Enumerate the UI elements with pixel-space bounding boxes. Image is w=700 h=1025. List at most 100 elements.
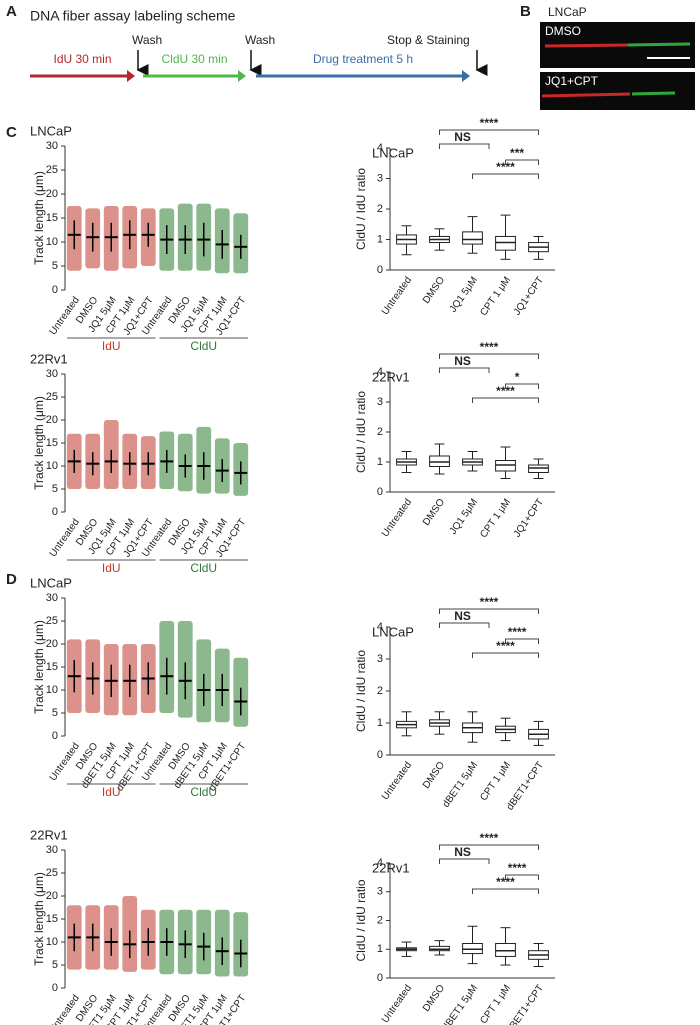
bracket bbox=[472, 652, 539, 658]
y-tick-label: 2 bbox=[377, 203, 383, 215]
y-tick-label: 0 bbox=[52, 506, 58, 518]
bracket bbox=[439, 608, 539, 614]
significance: **** bbox=[496, 639, 515, 653]
group-label: IdU bbox=[102, 561, 121, 575]
bracket bbox=[472, 397, 539, 403]
y-tick-label: 2 bbox=[377, 914, 383, 926]
significance: NS bbox=[454, 609, 471, 623]
significance: NS bbox=[454, 130, 471, 144]
y-tick-label: 30 bbox=[46, 368, 58, 380]
y-tick-label: 0 bbox=[377, 264, 383, 276]
y-tick-label: 4 bbox=[377, 142, 383, 154]
micrograph-title: LNCaP bbox=[548, 5, 587, 19]
y-tick-label: 2 bbox=[377, 685, 383, 697]
x-tick-label: DMSO bbox=[421, 983, 447, 1014]
significance: **** bbox=[508, 625, 527, 639]
chart-title: 22Rv1 bbox=[30, 827, 68, 842]
group-label: IdU bbox=[102, 785, 121, 799]
y-tick-label: 0 bbox=[52, 284, 58, 296]
bracket bbox=[439, 844, 539, 850]
y-tick-label: 15 bbox=[46, 913, 58, 925]
y-tick-label: 1 bbox=[377, 233, 383, 245]
x-tick-label: Untreated bbox=[380, 275, 414, 317]
bracket bbox=[439, 622, 490, 628]
y-tick-label: 5 bbox=[52, 483, 58, 495]
bracket bbox=[505, 874, 539, 880]
group-label: IdU bbox=[102, 339, 121, 353]
significance: NS bbox=[454, 845, 471, 859]
significance: **** bbox=[480, 116, 499, 130]
group-label: CldU bbox=[190, 785, 217, 799]
fiber bbox=[631, 91, 676, 96]
event-label: Stop & Staining bbox=[387, 33, 470, 47]
y-tick-label: 20 bbox=[46, 638, 58, 650]
y-tick-label: 30 bbox=[46, 844, 58, 856]
y-tick-label: 0 bbox=[377, 486, 383, 498]
y-axis-label: Track length (μm) bbox=[32, 872, 46, 966]
y-tick-label: 15 bbox=[46, 212, 58, 224]
y-tick-label: 25 bbox=[46, 867, 58, 879]
significance: * bbox=[515, 370, 520, 384]
x-tick-label: CPT 1 μM bbox=[478, 983, 513, 1025]
significance: **** bbox=[480, 340, 499, 354]
y-axis-label: Track length (μm) bbox=[32, 396, 46, 490]
event-label: Wash bbox=[245, 33, 275, 47]
y-axis-label: CldU / IdU ratio bbox=[354, 879, 368, 961]
y-tick-label: 4 bbox=[377, 366, 383, 378]
x-tick-label: JQ1 5μM bbox=[448, 275, 480, 315]
chart-title: 22Rv1 bbox=[372, 369, 410, 384]
significance: **** bbox=[496, 875, 515, 889]
bracket bbox=[439, 858, 490, 864]
y-tick-label: 3 bbox=[377, 886, 383, 898]
y-tick-label: 20 bbox=[46, 414, 58, 426]
micrograph bbox=[540, 72, 695, 110]
fiber bbox=[627, 42, 691, 47]
image-label: JQ1+CPT bbox=[545, 74, 599, 88]
y-tick-label: 0 bbox=[52, 730, 58, 742]
y-tick-label: 2 bbox=[377, 426, 383, 438]
y-tick-label: 10 bbox=[46, 460, 58, 472]
y-tick-label: 3 bbox=[377, 653, 383, 665]
x-tick-label: DMSO bbox=[421, 497, 447, 528]
y-tick-label: 4 bbox=[377, 621, 383, 633]
x-tick-label: DMSO bbox=[421, 760, 447, 791]
y-tick-label: 30 bbox=[46, 592, 58, 604]
bracket bbox=[439, 367, 490, 373]
y-tick-label: 0 bbox=[52, 982, 58, 994]
step-label: CldU 30 min bbox=[161, 52, 227, 66]
significance: **** bbox=[480, 595, 499, 609]
chart-title: LNCaP bbox=[30, 575, 72, 590]
x-tick-label: dBET1 5μM bbox=[441, 760, 480, 810]
group-label: CldU bbox=[190, 339, 217, 353]
y-tick-label: 15 bbox=[46, 437, 58, 449]
x-tick-label: DMSO bbox=[421, 275, 447, 306]
y-tick-label: 0 bbox=[377, 749, 383, 761]
y-tick-label: 1 bbox=[377, 717, 383, 729]
chart-title: 22Rv1 bbox=[30, 351, 68, 366]
panel-label: D bbox=[6, 571, 17, 588]
y-axis-label: Track length (μm) bbox=[32, 171, 46, 265]
x-tick-label: Untreated bbox=[380, 497, 414, 539]
panel-label: C bbox=[6, 124, 17, 141]
y-tick-label: 30 bbox=[46, 140, 58, 152]
group-label: CldU bbox=[190, 561, 217, 575]
y-tick-label: 25 bbox=[46, 164, 58, 176]
y-tick-label: 1 bbox=[377, 456, 383, 468]
y-tick-label: 25 bbox=[46, 615, 58, 627]
y-tick-label: 20 bbox=[46, 890, 58, 902]
x-tick-label: JQ1+CPT bbox=[512, 497, 546, 540]
y-tick-label: 3 bbox=[377, 172, 383, 184]
significance: **** bbox=[480, 831, 499, 845]
chart-title: LNCaP bbox=[372, 624, 414, 639]
y-tick-label: 5 bbox=[52, 707, 58, 719]
chart-title: 22Rv1 bbox=[372, 860, 410, 875]
x-tick-label: CPT 1 μM bbox=[478, 497, 513, 540]
y-tick-label: 25 bbox=[46, 391, 58, 403]
y-axis-label: CldU / IdU ratio bbox=[354, 391, 368, 473]
x-tick-label: CPT 1 μM bbox=[478, 760, 513, 803]
y-axis-label: CldU / IdU ratio bbox=[354, 650, 368, 732]
y-tick-label: 1 bbox=[377, 943, 383, 955]
scheme-title: DNA fiber assay labeling scheme bbox=[30, 8, 236, 24]
x-tick-label: Untreated bbox=[380, 983, 414, 1025]
